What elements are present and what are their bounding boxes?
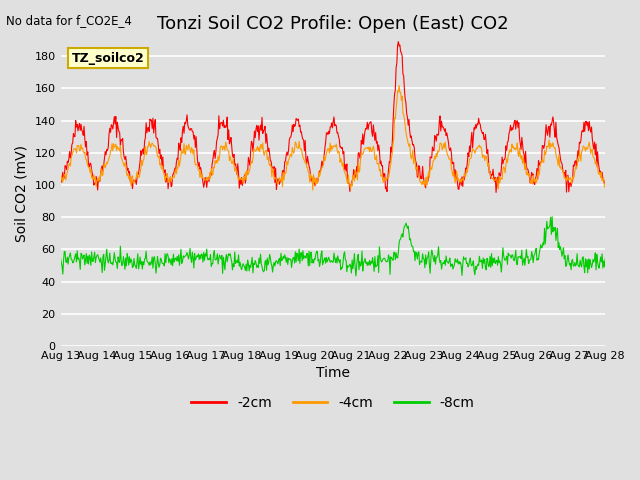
Legend: -2cm, -4cm, -8cm: -2cm, -4cm, -8cm [186, 390, 480, 416]
Title: Tonzi Soil CO2 Profile: Open (East) CO2: Tonzi Soil CO2 Profile: Open (East) CO2 [157, 15, 509, 33]
X-axis label: Time: Time [316, 366, 350, 380]
Text: TZ_soilco2: TZ_soilco2 [72, 51, 144, 64]
Y-axis label: Soil CO2 (mV): Soil CO2 (mV) [15, 144, 29, 241]
Text: No data for f_CO2E_4: No data for f_CO2E_4 [6, 14, 132, 27]
